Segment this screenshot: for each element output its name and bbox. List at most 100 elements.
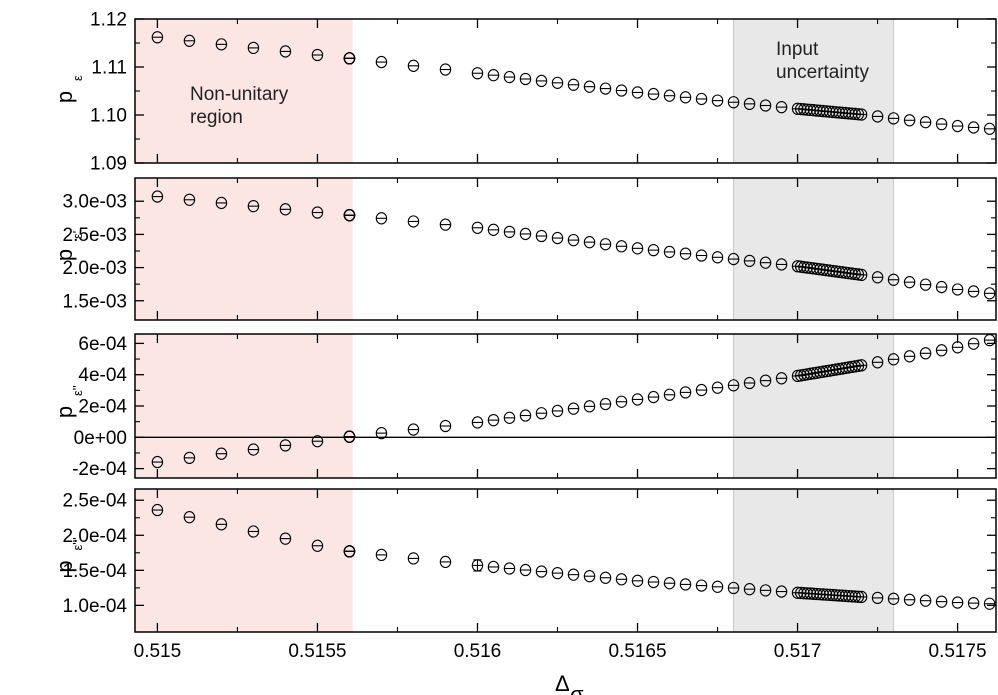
data-point <box>967 596 980 610</box>
data-point <box>279 439 292 452</box>
data-point <box>663 89 676 102</box>
data-point <box>471 67 484 80</box>
data-point <box>679 386 692 399</box>
data-point <box>519 72 532 86</box>
x-tick-label: 0.515 <box>134 641 182 662</box>
y-axis-label-main: p <box>52 560 77 572</box>
data-point <box>727 581 740 595</box>
data-point <box>151 503 164 517</box>
data-point <box>903 276 916 289</box>
data-point <box>535 229 548 243</box>
data-point <box>647 243 660 257</box>
y-axis-label-sub: ε' <box>70 231 85 239</box>
panel-frame-2 <box>134 177 997 321</box>
data-point <box>535 407 548 420</box>
data-point <box>631 393 644 406</box>
region-non-unitary-panel-1 <box>135 19 353 163</box>
data-point <box>375 548 388 562</box>
data-point <box>519 227 532 241</box>
data-point <box>247 199 260 213</box>
y-tick-label: 1.5e-04 <box>63 561 128 582</box>
annotation-input-uncertainty-line1: Input <box>776 39 819 60</box>
data-point <box>679 247 692 260</box>
y-tick-label: 1.12 <box>90 10 127 31</box>
annotation-input-uncertainty-line2: uncertainty <box>776 62 869 83</box>
data-point <box>551 566 564 580</box>
data-point <box>967 121 980 134</box>
y-tick-label: 2.0e-03 <box>63 258 127 279</box>
data-point <box>183 511 196 524</box>
data-point <box>711 94 724 107</box>
data-point <box>775 258 788 271</box>
data-point <box>871 110 884 123</box>
data-point <box>375 212 388 225</box>
data-point <box>439 218 452 231</box>
error-bar <box>473 559 482 572</box>
data-point <box>535 74 548 88</box>
region-input-uncertainty-panel-1 <box>733 19 894 163</box>
data-point <box>551 76 564 89</box>
data-point <box>215 196 228 210</box>
y-tick-label: 1.11 <box>91 58 127 79</box>
data-point <box>503 70 516 84</box>
data-point <box>679 578 692 591</box>
data-point <box>647 390 660 404</box>
data-point <box>663 577 676 590</box>
data-point <box>631 574 644 587</box>
y-tick-label: -2e-04 <box>72 459 127 480</box>
data-point <box>151 31 164 44</box>
data-point <box>407 423 420 436</box>
data-point <box>887 273 900 286</box>
data-point <box>759 99 772 112</box>
annotation-non-unitary-line1: Non-unitary <box>190 84 289 105</box>
data-point <box>215 38 228 51</box>
y-axis-label-main: p <box>52 406 77 418</box>
data-point <box>615 395 628 408</box>
data-point <box>567 402 580 415</box>
data-point <box>743 583 756 596</box>
data-point <box>279 203 292 216</box>
y-axis-label-main: p <box>52 249 77 261</box>
data-point <box>727 96 740 109</box>
data-point <box>967 285 980 298</box>
data-point <box>903 114 916 127</box>
data-point <box>599 82 612 95</box>
y-axis-label-sub: ε <box>70 75 85 81</box>
data-point <box>615 240 628 253</box>
data-point <box>631 242 644 255</box>
data-point <box>871 591 884 605</box>
data-point <box>247 525 260 538</box>
y-axis-label-2: p ε' <box>52 231 85 261</box>
data-point <box>407 215 420 228</box>
y-axis-label-sub: ε''' <box>70 537 85 550</box>
data-point <box>183 451 196 465</box>
data-point <box>983 122 996 135</box>
data-point <box>583 80 596 93</box>
y-tick-label: 1.5e-03 <box>63 291 127 312</box>
data-point <box>583 570 596 583</box>
data-point <box>503 562 516 575</box>
data-point <box>599 571 612 584</box>
y-tick-label: 2.0e-04 <box>63 526 128 547</box>
data-point <box>887 592 900 605</box>
data-point <box>567 78 580 91</box>
data-point <box>215 518 228 531</box>
data-point <box>343 430 356 443</box>
data-point <box>487 223 500 236</box>
data-point <box>375 55 388 69</box>
region-non-unitary-panel-3 <box>135 334 353 478</box>
data-point <box>551 231 564 245</box>
data-point <box>919 594 932 607</box>
y-tick-label: 2.5e-03 <box>63 225 127 246</box>
data-point <box>759 584 772 597</box>
data-point <box>311 539 324 552</box>
data-point <box>567 233 580 247</box>
axes-frames <box>134 18 997 633</box>
data-point <box>679 91 692 104</box>
data-point <box>855 268 868 282</box>
axis-labels: 1.091.101.111.12pε1.5e-032.0e-032.5e-033… <box>52 10 987 695</box>
data-point <box>695 383 708 397</box>
data-point <box>951 341 964 354</box>
data-point <box>743 97 756 111</box>
